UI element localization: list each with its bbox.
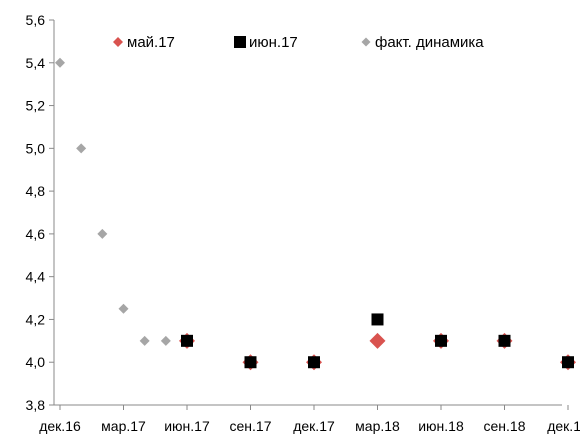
x-tick-label: дек.17 [293, 418, 335, 434]
y-tick-label: 5,6 [26, 12, 46, 28]
point-series-0 [369, 332, 386, 349]
y-tick-labels: 3,8 4,0 4,2 4,4 4,6 4,8 5,0 5,2 5,4 5,6 [26, 12, 46, 413]
y-tick-label: 3,8 [26, 397, 46, 413]
data-points [55, 57, 576, 371]
x-tick-labels: дек.16 мар.17 июн.17 сен.17 дек.17 мар.18 июн.… [39, 418, 580, 434]
point-series-2 [160, 335, 171, 346]
point-series-1 [244, 356, 257, 369]
legend-label-0: май.17 [127, 34, 175, 51]
point-series-1 [562, 356, 574, 369]
y-tick-label: 4,6 [26, 226, 46, 242]
point-series-2 [118, 303, 129, 314]
y-tick-label: 5,4 [26, 55, 46, 71]
legend: май.17 июн.17 факт. динамика [113, 34, 484, 51]
axes [49, 19, 569, 410]
legend-marker-0 [113, 37, 123, 47]
x-tick-label: мар.17 [101, 418, 146, 434]
point-series-2 [139, 335, 150, 346]
point-series-1 [371, 313, 384, 326]
y-tick-label: 4,0 [26, 354, 46, 370]
x-tick-label: мар.18 [355, 418, 400, 434]
x-tick-label: сен.18 [484, 418, 526, 434]
y-tick-label: 5,2 [26, 98, 46, 114]
legend-label-1: июн.17 [249, 34, 298, 51]
legend-label-2: факт. динамика [375, 34, 484, 51]
point-series-1 [498, 334, 511, 347]
point-series-2 [55, 57, 65, 68]
point-series-2 [76, 143, 87, 154]
x-tick-label: сен.17 [230, 418, 272, 434]
x-tick-label: июн.18 [418, 418, 464, 434]
x-tick-label: июн.17 [164, 418, 210, 434]
x-tick-label: дек.18 [547, 418, 580, 434]
y-tick-label: 5,0 [26, 140, 46, 156]
point-series-1 [308, 356, 320, 369]
legend-marker-1 [234, 36, 246, 48]
y-tick-label: 4,2 [26, 311, 46, 327]
x-tick-label: дек.16 [39, 418, 81, 434]
y-tick-label: 4,8 [26, 183, 46, 199]
point-series-1 [435, 334, 447, 347]
point-series-2 [97, 228, 108, 239]
y-tick-label: 4,4 [26, 269, 46, 285]
legend-marker-2 [361, 37, 371, 47]
point-series-1 [181, 334, 193, 347]
